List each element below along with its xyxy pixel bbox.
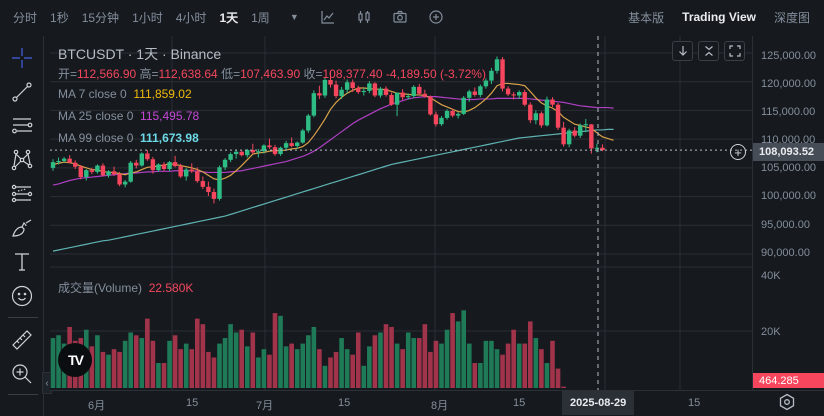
chevron-down-icon[interactable]: ▼: [289, 12, 299, 22]
tab-depth[interactable]: 深度图: [773, 10, 810, 25]
time-tick: 15: [338, 397, 351, 409]
scroll-to-latest-button[interactable]: [672, 41, 693, 61]
timeframe-15m[interactable]: 15分钟: [81, 10, 120, 25]
time-axis[interactable]: 6月 15 7月 15 8月 15 2025-08-29 15: [50, 390, 824, 416]
trend-line-icon[interactable]: [10, 80, 34, 104]
change-value: -4,189.50 (-3.72%): [385, 67, 486, 81]
timeframe-minute[interactable]: 分时: [13, 10, 38, 25]
ma99-value: 111,673.98: [140, 131, 199, 145]
settings-icon[interactable]: [778, 393, 796, 411]
ma99-label: MA 99 close 0: [58, 131, 134, 145]
emoji-icon[interactable]: [10, 284, 34, 308]
volume-tick: 40K: [761, 270, 781, 282]
symbol-title: BTCUSDT · 1天 · Binance: [58, 46, 222, 62]
low-value: 107,463.90: [240, 67, 301, 81]
chart-area[interactable]: [50, 36, 752, 390]
camera-icon[interactable]: [393, 10, 407, 24]
price-tick: 100,000.00: [761, 190, 817, 202]
time-tick: 15: [513, 397, 526, 409]
last-price-label: 108,093.52: [753, 143, 824, 161]
timeframe-1w[interactable]: 1周: [251, 10, 270, 25]
price-tick: 90,000.00: [761, 247, 810, 259]
timeframe-4h[interactable]: 4小时: [175, 10, 207, 25]
timeframe-1h[interactable]: 1小时: [132, 10, 163, 25]
top-toolbar: 分时 1秒 15分钟 1小时 4小时 1天 1周 ▼ 基本版 Trading V…: [0, 0, 824, 34]
open-value: 112,566.90: [77, 67, 137, 81]
zoom-in-icon[interactable]: [10, 362, 34, 386]
ohlc-legend: 开=112,566.90 高=112,638.64 低=107,463.90 收…: [58, 65, 486, 82]
timeframe-1s[interactable]: 1秒: [50, 10, 69, 25]
crosshair-icon[interactable]: [10, 46, 34, 70]
volume-legend[interactable]: 成交量(Volume) 22.580K: [58, 279, 193, 296]
crosshair-date-label: 2025-08-29: [562, 391, 635, 415]
open-label: 开=: [58, 67, 78, 81]
price-tick: 120,000.00: [761, 78, 817, 90]
time-tick: 15: [688, 397, 701, 409]
ruler-icon[interactable]: [10, 328, 34, 352]
close-value: 108,377.40: [322, 67, 383, 81]
fib-icon[interactable]: [10, 182, 34, 206]
line-chart-icon[interactable]: [321, 10, 335, 24]
candlestick-chart[interactable]: [50, 36, 752, 390]
divider: [8, 317, 38, 318]
drawing-toolbar: [0, 36, 44, 416]
fullscreen-button[interactable]: [724, 41, 745, 61]
ma7-legend[interactable]: MA 7 close 0 111,859.02: [58, 87, 192, 101]
auto-scale-button[interactable]: [698, 41, 719, 61]
tab-trading-view[interactable]: Trading View: [682, 10, 756, 24]
divider: [8, 394, 38, 395]
pattern-icon[interactable]: [10, 148, 34, 172]
high-value: 112,638.64: [158, 67, 218, 81]
volume-label: 成交量(Volume): [58, 281, 143, 295]
high-label: 高=: [139, 67, 159, 81]
candlestick-icon[interactable]: [357, 10, 371, 24]
time-tick: 8月: [431, 400, 449, 412]
volume-tick: 20K: [761, 326, 781, 338]
tradingview-logo[interactable]: TV: [58, 343, 92, 377]
price-tick: 125,000.00: [761, 50, 817, 62]
price-axis[interactable]: 125,000.00 120,000.00 115,000.00 110,000…: [752, 36, 824, 390]
timeframe-1d[interactable]: 1天: [219, 10, 239, 25]
time-tick: 7月: [256, 400, 274, 412]
text-icon[interactable]: [10, 250, 34, 274]
view-tabs: 基本版 Trading View 深度图: [628, 0, 810, 34]
volume-last-label: 464.285: [753, 373, 824, 388]
time-tick: 6月: [88, 400, 106, 412]
price-tick: 115,000.00: [761, 106, 816, 118]
horizontal-lines-icon[interactable]: [10, 114, 34, 138]
volume-value: 22.580K: [148, 281, 194, 295]
ma99-legend[interactable]: MA 99 close 0 111,673.98: [58, 131, 199, 145]
price-tick: 105,000.00: [761, 162, 817, 174]
ma7-label: MA 7 close 0: [58, 87, 127, 101]
time-tick: 15: [186, 397, 199, 409]
ma25-legend[interactable]: MA 25 close 0 115,495.78: [58, 109, 199, 123]
ma25-value: 115,495.78: [140, 109, 200, 123]
ma7-value: 111,859.02: [133, 87, 192, 101]
ma25-label: MA 25 close 0: [58, 109, 134, 123]
close-label: 收=: [303, 67, 323, 81]
add-alert-plus-icon[interactable]: +: [730, 144, 746, 160]
brush-icon[interactable]: [10, 216, 34, 240]
price-tick: 95,000.00: [761, 219, 810, 231]
add-indicator-icon[interactable]: [429, 10, 443, 24]
low-label: 低=: [221, 67, 241, 81]
tab-basic[interactable]: 基本版: [628, 10, 665, 25]
